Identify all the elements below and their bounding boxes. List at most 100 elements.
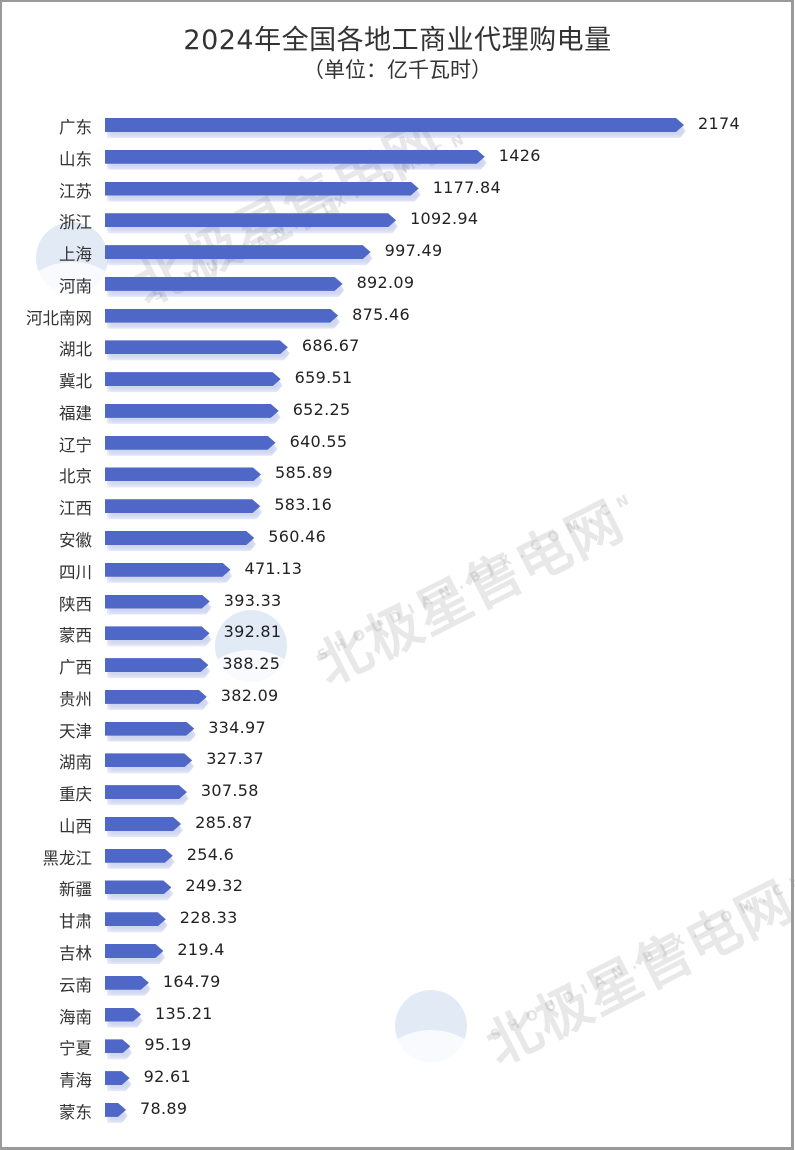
bar-row: 辽宁 640.55 <box>0 431 795 455</box>
category-label: 吉林 <box>59 944 92 964</box>
bar <box>105 245 371 259</box>
bar-row: 湖北 686.67 <box>0 336 795 360</box>
value-label: 686.67 <box>301 336 360 356</box>
value-label: 164.79 <box>162 971 221 991</box>
category-label: 辽宁 <box>59 435 92 455</box>
bar-row: 北京 585.89 <box>0 463 795 484</box>
bar-row: 黑龙江 254.6 <box>0 844 795 866</box>
bar-row: 云南 164.79 <box>0 971 795 995</box>
value-label: 219.4 <box>177 940 225 960</box>
category-label: 陕西 <box>59 594 92 614</box>
bar-row: 天津 334.97 <box>0 717 795 741</box>
bar <box>105 213 396 227</box>
bar-row: 青海 92.61 <box>0 1067 795 1091</box>
value-label: 388.25 <box>222 654 281 674</box>
bar-row: 海南 135.21 <box>0 1003 795 1027</box>
value-label: 285.87 <box>195 812 253 832</box>
bar-row: 山东 1426 <box>0 145 795 167</box>
bar <box>105 1008 141 1022</box>
bar <box>105 436 276 450</box>
bar <box>105 912 166 926</box>
bar <box>105 404 279 418</box>
bar <box>105 1103 126 1117</box>
category-label: 广西 <box>59 658 92 678</box>
value-label: 892.09 <box>356 272 415 292</box>
bar <box>105 1039 130 1053</box>
category-label: 甘肃 <box>59 912 92 932</box>
value-label: 560.46 <box>268 527 327 546</box>
bar <box>105 626 210 640</box>
bar <box>105 499 260 513</box>
bar-row: 吉林 219.4 <box>0 940 795 964</box>
bar <box>105 1071 130 1085</box>
bar <box>105 817 181 831</box>
chart-title: 2024年全国各地工商业代理购电量 <box>183 25 612 56</box>
category-label: 新疆 <box>59 880 92 900</box>
bar-row: 冀北 659.51 <box>0 368 795 392</box>
bar <box>105 785 187 799</box>
value-label: 334.97 <box>208 717 266 737</box>
bar <box>105 372 281 386</box>
category-label: 蒙西 <box>59 626 92 646</box>
category-label: 蒙东 <box>59 1102 92 1122</box>
bar-row: 蒙东 78.89 <box>0 1099 795 1122</box>
bar-row: 宁夏 95.19 <box>0 1035 795 1056</box>
bar-row: 广西 388.25 <box>0 654 795 678</box>
bar <box>105 150 485 164</box>
value-label: 585.89 <box>275 463 333 483</box>
chart-subtitle: （单位：亿千瓦时） <box>303 58 492 82</box>
bar-row: 甘肃 228.33 <box>0 908 795 932</box>
value-label: 249.32 <box>185 876 244 896</box>
bar-row: 江苏 1177.84 <box>0 177 795 199</box>
bar <box>105 944 163 958</box>
bar <box>105 340 288 354</box>
value-label: 392.81 <box>223 622 282 642</box>
value-label: 135.21 <box>155 1003 213 1023</box>
category-label: 重庆 <box>59 785 92 805</box>
value-label: 254.6 <box>186 844 235 864</box>
value-label: 471.13 <box>244 558 303 578</box>
category-label: 山西 <box>59 816 92 836</box>
bar <box>105 722 194 736</box>
value-label: 382.09 <box>220 685 279 705</box>
value-label: 875.46 <box>352 304 410 324</box>
bar-row: 四川 471.13 <box>0 558 795 582</box>
bar <box>105 277 343 291</box>
value-label: 1177.84 <box>432 177 501 197</box>
bar-row: 福建 652.25 <box>0 399 795 421</box>
bar-row: 贵州 382.09 <box>0 685 795 707</box>
category-label: 江西 <box>59 499 92 519</box>
value-label: 652.25 <box>292 399 351 419</box>
bar <box>105 658 208 672</box>
value-label: 583.16 <box>274 495 333 515</box>
bar <box>105 849 173 863</box>
category-label: 安徽 <box>59 531 92 550</box>
bar-row: 新疆 249.32 <box>0 876 795 900</box>
bar-row: 河南 892.09 <box>0 272 795 296</box>
value-label: 659.51 <box>294 368 353 388</box>
bar-row: 广东 2174 <box>0 114 795 135</box>
value-label: 1426 <box>498 145 541 165</box>
value-label: 997.49 <box>384 241 443 261</box>
bar-row: 江西 583.16 <box>0 495 795 519</box>
value-label: 307.58 <box>200 781 259 801</box>
bar <box>105 690 207 704</box>
category-label: 天津 <box>59 721 92 741</box>
value-label: 92.61 <box>143 1067 191 1087</box>
bar-row: 蒙西 392.81 <box>0 622 795 646</box>
category-label: 云南 <box>59 975 92 995</box>
bar <box>105 563 230 577</box>
category-label: 冀北 <box>59 372 92 392</box>
bar <box>105 118 684 132</box>
value-label: 640.55 <box>289 431 348 451</box>
category-label: 湖北 <box>59 340 92 360</box>
category-label: 四川 <box>59 562 92 582</box>
value-label: 228.33 <box>179 908 238 928</box>
category-label: 青海 <box>59 1071 92 1091</box>
bar <box>105 976 149 990</box>
value-label: 393.33 <box>223 590 282 610</box>
category-label: 河南 <box>59 276 92 296</box>
bar-row: 河北南网 875.46 <box>0 304 795 326</box>
category-label: 海南 <box>59 1007 92 1027</box>
bar-row: 重庆 307.58 <box>0 781 795 805</box>
